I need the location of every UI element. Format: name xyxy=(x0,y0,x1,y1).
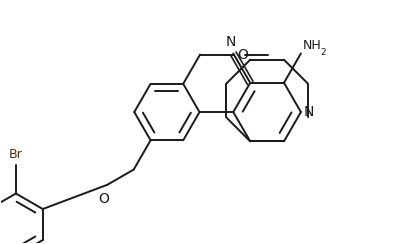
Text: O: O xyxy=(99,192,110,206)
Text: Br: Br xyxy=(9,148,23,161)
Text: N: N xyxy=(304,105,314,119)
Text: N: N xyxy=(226,35,237,49)
Text: O: O xyxy=(237,48,248,61)
Text: 2: 2 xyxy=(320,49,326,58)
Text: NH: NH xyxy=(303,39,322,51)
